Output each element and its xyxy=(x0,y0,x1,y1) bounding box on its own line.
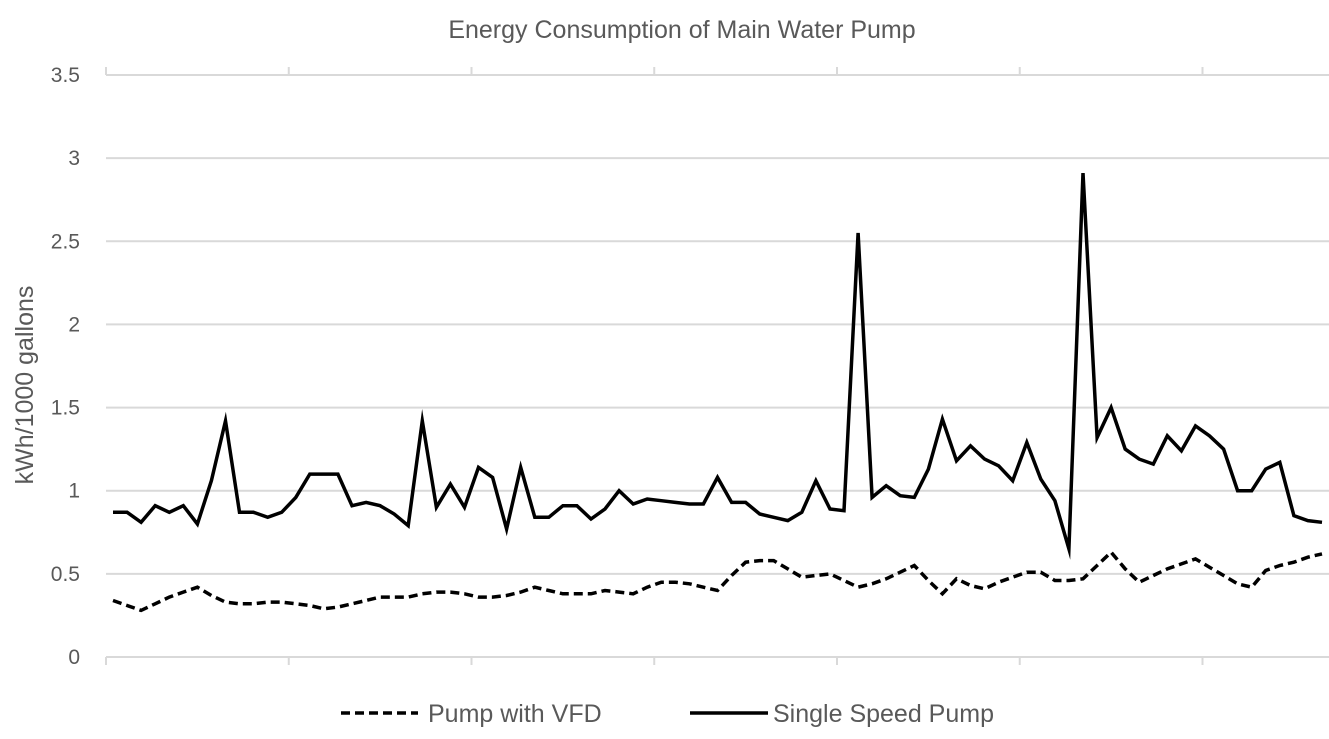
series-line-single-speed xyxy=(113,173,1323,560)
gridlines xyxy=(106,74,1329,658)
y-axis-ticks: 0 0.5 1 1.5 2 2.5 3 3.5 xyxy=(51,64,80,669)
y-tick-label: 2.5 xyxy=(51,230,80,253)
x-axis-ticks xyxy=(105,67,1204,665)
legend-label-vfd: Pump with VFD xyxy=(428,700,602,728)
series-line-vfd xyxy=(112,549,1323,613)
y-tick-label: 1 xyxy=(68,480,80,503)
y-tick-label: 3 xyxy=(68,147,80,170)
y-tick-label: 3.5 xyxy=(51,64,80,87)
y-tick-label: 0 xyxy=(68,646,80,669)
y-tick-label: 0.5 xyxy=(51,563,80,586)
legend-label-single-speed: Single Speed Pump xyxy=(773,700,994,728)
legend: Pump with VFD Single Speed Pump xyxy=(341,700,994,728)
legend-item-single-speed[interactable]: Single Speed Pump xyxy=(690,700,994,728)
series-lines xyxy=(112,173,1323,613)
y-tick-label: 2 xyxy=(68,313,80,336)
chart-title: Energy Consumption of Main Water Pump xyxy=(448,16,915,44)
legend-item-vfd[interactable]: Pump with VFD xyxy=(341,700,602,728)
y-tick-label: 1.5 xyxy=(51,397,80,420)
y-axis-label: kWh/1000 gallons xyxy=(11,286,39,485)
